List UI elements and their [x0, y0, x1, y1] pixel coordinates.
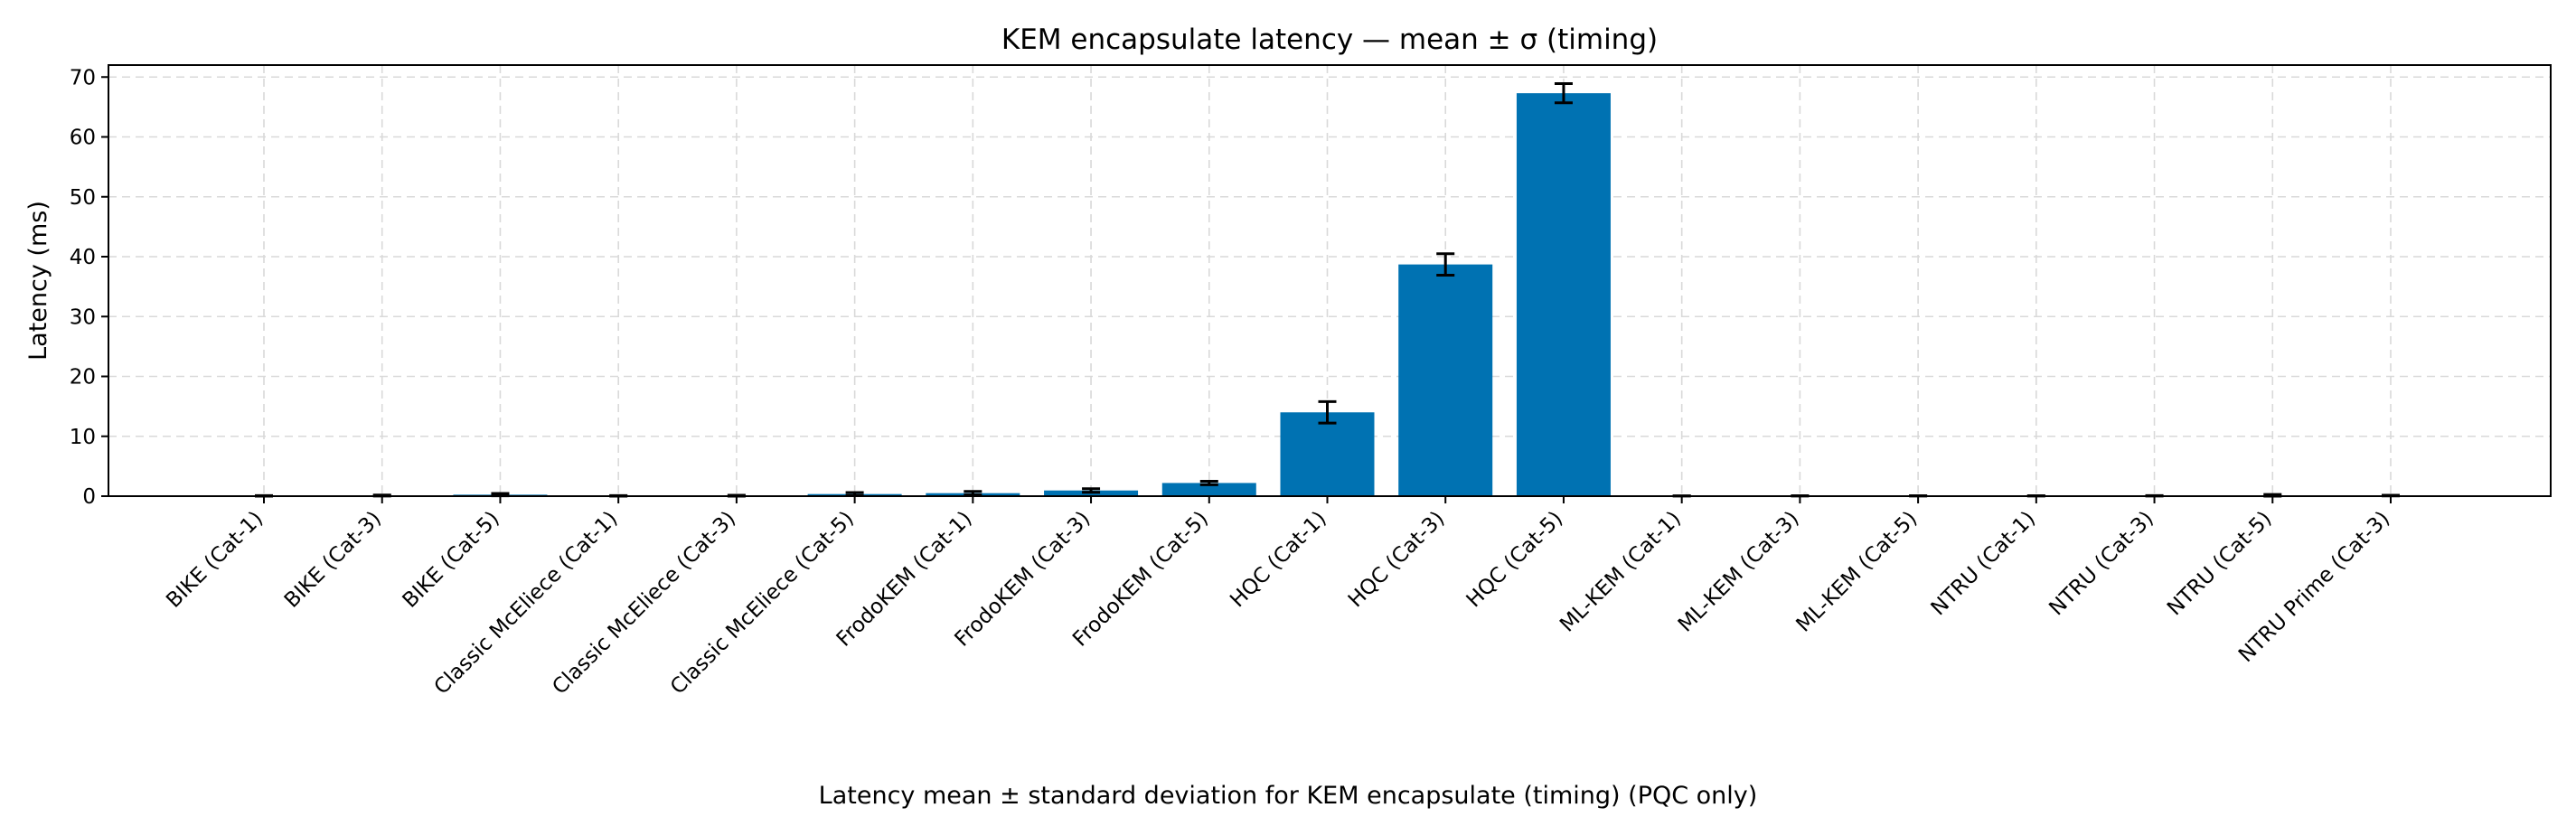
- x-tick-label: FrodoKEM (Cat-5): [1068, 507, 1213, 652]
- y-axis-label: Latency (ms): [24, 201, 52, 361]
- y-tick-label: 10: [70, 426, 96, 449]
- x-tick-label: BIKE (Cat-3): [280, 507, 386, 613]
- x-tick-label: HQC (Cat-1): [1226, 507, 1331, 613]
- y-tick-label: 40: [70, 246, 96, 269]
- x-tick-label: NTRU (Cat-1): [1927, 507, 2040, 620]
- x-tick-label: HQC (Cat-5): [1462, 507, 1568, 613]
- x-tick-label: NTRU (Cat-5): [2163, 507, 2276, 620]
- bar: [1517, 93, 1611, 496]
- y-tick-label: 70: [70, 66, 96, 89]
- y-tick-label: 50: [70, 186, 96, 210]
- x-tick-label: BIKE (Cat-5): [399, 507, 504, 613]
- y-tick-label: 20: [70, 366, 96, 390]
- x-tick-label: NTRU (Cat-3): [2045, 507, 2158, 620]
- x-tick-label: BIKE (Cat-1): [162, 507, 268, 613]
- y-tick-label: 0: [82, 485, 96, 509]
- y-tick-label: 30: [70, 305, 96, 329]
- chart-caption: Latency mean ± standard deviation for KE…: [819, 782, 1758, 810]
- x-tick-label: ML-KEM (Cat-1): [1556, 507, 1686, 637]
- bar: [1398, 265, 1492, 496]
- x-tick-label: HQC (Cat-3): [1344, 507, 1450, 613]
- bar: [1281, 412, 1375, 496]
- x-axis: BIKE (Cat-1)BIKE (Cat-3)BIKE (Cat-5)Clas…: [162, 496, 2394, 700]
- y-tick-label: 60: [70, 127, 96, 150]
- y-axis: 0 10 20 30 40 50 60 70: [70, 66, 108, 509]
- x-tick-label: ML-KEM (Cat-3): [1674, 507, 1804, 637]
- chart-title: KEM encapsulate latency — mean ± σ (timi…: [1001, 23, 1658, 56]
- x-tick-label: ML-KEM (Cat-5): [1792, 507, 1923, 637]
